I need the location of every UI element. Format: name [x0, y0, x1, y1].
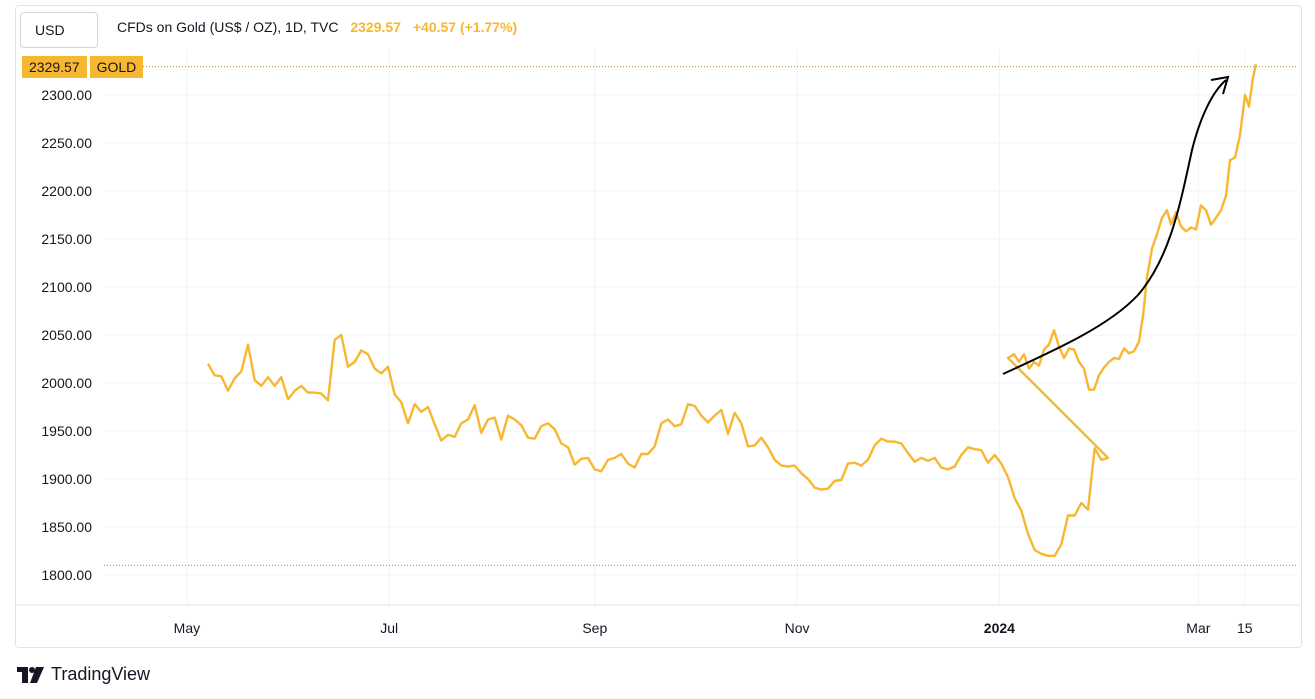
x-tick-label: Sep — [582, 620, 607, 636]
x-tick-label: Jul — [380, 620, 398, 636]
price-change: +40.57 (+1.77%) — [412, 19, 518, 35]
y-tick-label: 2100.00 — [41, 279, 92, 295]
x-tick-label: 2024 — [984, 620, 1015, 636]
chart-legend: CFDs on Gold (US$ / OZ), 1D, TVC 2329.57… — [117, 19, 517, 35]
brand-name: TradingView — [51, 664, 151, 684]
y-axis: 2300.00 2250.00 2200.00 2150.00 2100.00 2050.… — [41, 87, 92, 583]
trend-arrow-head — [1210, 75, 1230, 95]
symbol-description: CFDs on Gold (US$ / OZ), 1D, TVC — [117, 19, 339, 35]
chart-frame — [15, 5, 1302, 648]
x-tick-label: May — [174, 620, 200, 636]
x-tick-label: Nov — [785, 620, 810, 636]
y-tick-label: 2250.00 — [41, 135, 92, 151]
y-tick-label: 1900.00 — [41, 471, 92, 487]
x-axis: May Jul Sep Nov 2024 Mar 15 — [174, 620, 1253, 636]
y-tick-label: 2150.00 — [41, 231, 92, 247]
price-tag: 2329.57 GOLD — [22, 56, 144, 78]
trend-arrow-curve — [1002, 79, 1227, 375]
y-tick-label: 2300.00 — [41, 87, 92, 103]
y-tick-label: 1800.00 — [41, 567, 92, 583]
gold-price-line — [206, 64, 1258, 557]
y-tick-label: 1950.00 — [41, 423, 92, 439]
y-tick-label: 1850.00 — [41, 519, 92, 535]
trend-annotation-arrow — [1002, 75, 1230, 375]
last-price: 2329.57 — [350, 19, 401, 35]
y-tick-label: 2050.00 — [41, 327, 92, 343]
x-tick-label: Mar — [1186, 620, 1210, 636]
tradingview-logo-icon — [17, 666, 44, 683]
chart-grid — [16, 50, 1300, 606]
x-tick-label: 15 — [1237, 620, 1253, 636]
price-tag-symbol: GOLD — [88, 56, 144, 78]
y-tick-label: 2000.00 — [41, 375, 92, 391]
dotted-reference-lines — [104, 66, 1298, 566]
price-tag-value: 2329.57 — [22, 56, 87, 78]
y-tick-label: 2200.00 — [41, 183, 92, 199]
currency-button[interactable]: USD — [20, 12, 98, 48]
tradingview-branding[interactable]: TradingView — [17, 664, 150, 685]
